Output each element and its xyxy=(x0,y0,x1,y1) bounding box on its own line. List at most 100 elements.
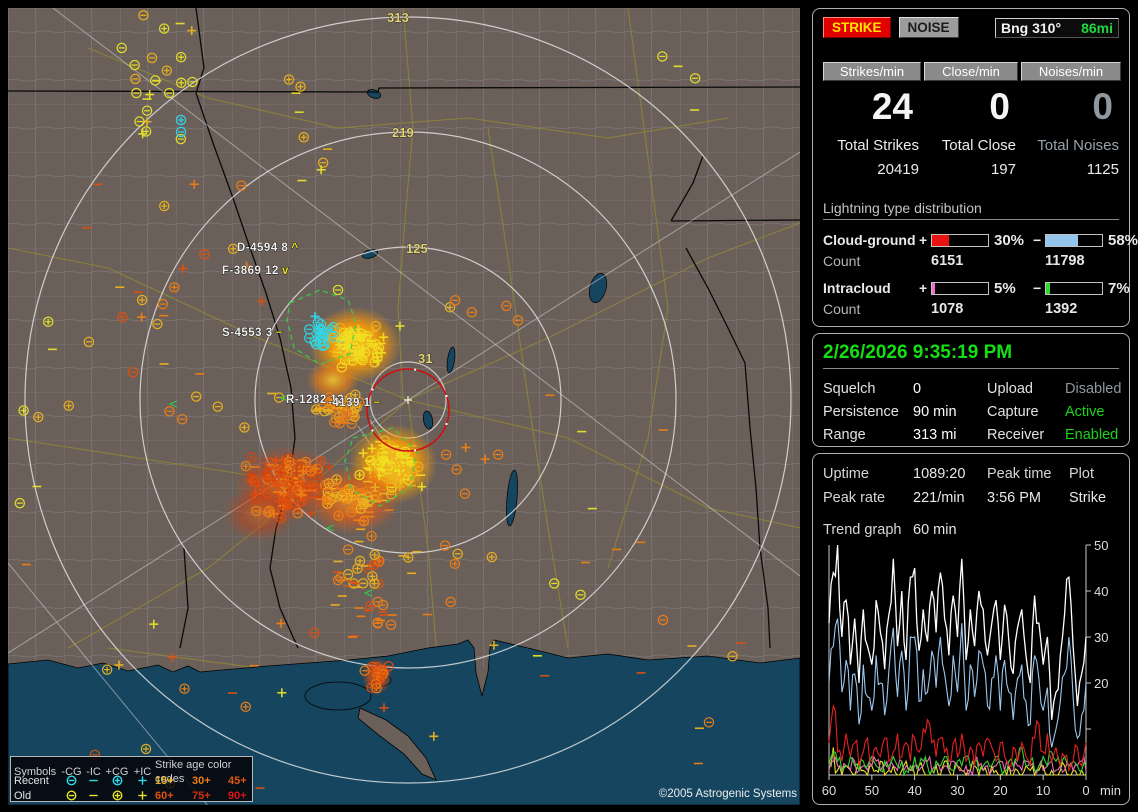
svg-text:313: 313 xyxy=(387,10,409,25)
peak-time-label: Peak time xyxy=(987,466,1052,482)
cg-plus-bar xyxy=(931,233,989,247)
cloud-ground-row: Cloud-ground + 30% − 58% xyxy=(823,230,1138,250)
svg-text:0: 0 xyxy=(1082,783,1089,798)
age-60: 60+ xyxy=(155,789,174,802)
cg-minus-bar xyxy=(1045,233,1103,247)
svg-text:10: 10 xyxy=(1036,783,1050,798)
ic-minus-bar xyxy=(1045,281,1103,295)
total-noises-value: 1125 xyxy=(1086,161,1119,178)
legend-age-header: Strike age color codes xyxy=(155,759,232,785)
rate-columns: Strikes/min 24 Total Strikes 20419 Close… xyxy=(823,62,1121,178)
upload-status: Disabled xyxy=(1065,381,1122,397)
svg-text:30: 30 xyxy=(1094,630,1108,645)
receiver-status: Enabled xyxy=(1065,427,1119,443)
trend-window-value: 60 min xyxy=(913,522,957,538)
plus-sign: + xyxy=(919,232,928,248)
trend-box: Uptime 1089:20 Peak time Plot Peak rate … xyxy=(812,453,1130,805)
cg-plus-percent: 30% xyxy=(994,231,1025,249)
strikes-per-min-value: 24 xyxy=(871,86,913,127)
minus-sign: − xyxy=(1033,232,1042,248)
intracloud-row: Intracloud + 5% − 7% xyxy=(823,278,1130,298)
datetime-display: 2/26/2026 9:35:19 PM xyxy=(823,342,1119,369)
legend-old-row: Old 60+ 75+ 90+ xyxy=(14,788,261,803)
legend-recent-label: Recent xyxy=(14,774,49,787)
cg-minus-count: 11798 xyxy=(1045,253,1085,269)
plus-sign: + xyxy=(919,280,928,296)
noises-rate-column: Noises/min 0 Total Noises 1125 xyxy=(1021,62,1121,178)
uptime-grid: Uptime 1089:20 Peak time Plot Peak rate … xyxy=(823,466,1119,506)
recent-ic-pos-icon xyxy=(130,774,155,787)
legend-header-row: Symbols -CG -IC +CG +IC Strike age color… xyxy=(14,758,261,785)
bearing-value: Bng 310° xyxy=(1001,19,1062,36)
cell-outlines xyxy=(168,289,418,597)
noises-per-min-value: 0 xyxy=(1092,86,1113,127)
map-area[interactable]: 313 219 125 31 D-4594 8 ^ F-3869 12 v S-4553 3− R… xyxy=(8,8,800,805)
svg-text:R-1282 12: R-1282 12 xyxy=(286,394,344,406)
bearing-distance: 86mi xyxy=(1081,19,1113,36)
ic-plus-bar xyxy=(931,281,989,295)
intracloud-count-row: Count 1078 1392 xyxy=(823,298,1119,320)
legend-ic-pos-header: +IC xyxy=(133,766,152,778)
ic-minus-percent: 7% xyxy=(1108,279,1130,297)
legend-recent-row: Recent 15+ 30+ 45+ xyxy=(14,773,261,788)
trend-header: Trend graph 60 min xyxy=(823,522,1119,538)
total-strikes-value: 20419 xyxy=(877,161,919,178)
trend-series-cloud-ground-positive xyxy=(828,703,1087,773)
plot-value: Strike xyxy=(1069,490,1107,506)
total-strikes-label: Total Strikes xyxy=(837,137,919,154)
cg-count-label: Count xyxy=(823,253,861,269)
trend-graph-label: Trend graph xyxy=(823,522,902,538)
cloud-ground-count-row: Count 6151 11798 xyxy=(823,250,1119,272)
total-close-label: Total Close xyxy=(941,137,1016,154)
recent-cg-pos-icon xyxy=(104,774,130,787)
svg-text:20: 20 xyxy=(1094,676,1108,691)
settings-grid: Squelch 0 Upload Disabled Persistence 90… xyxy=(823,381,1122,443)
peak-rate-label: Peak rate xyxy=(823,490,886,506)
close-per-min-button[interactable]: Close/min xyxy=(924,62,1018,81)
recent-cg-neg-icon xyxy=(60,774,83,787)
state-borders xyxy=(8,8,800,649)
side-panel: STRIKE NOISE Bng 310° 86mi Strikes/min 2… xyxy=(812,0,1138,812)
noise-mode-button[interactable]: NOISE xyxy=(898,17,959,38)
trend-graph: 50 40 30 20 60 50 40 30 20 10 0 min xyxy=(822,538,1121,798)
upload-label: Upload xyxy=(987,381,1033,397)
strike-mode-button[interactable]: STRIKE xyxy=(823,17,891,38)
svg-text:125: 125 xyxy=(406,241,428,256)
old-ic-pos-icon xyxy=(130,789,155,802)
ic-minus-count: 1392 xyxy=(1045,301,1078,317)
age-45: 45+ xyxy=(228,774,247,787)
persistence-label: Persistence xyxy=(823,404,899,420)
noises-per-min-button[interactable]: Noises/min xyxy=(1021,62,1121,81)
trend-series-total-strikes xyxy=(828,544,1087,720)
age-30: 30+ xyxy=(192,774,211,787)
uptime-label: Uptime xyxy=(823,466,869,482)
strikes-rate-column: Strikes/min 24 Total Strikes 20419 xyxy=(823,62,921,178)
close-rate-column: Close/min 0 Total Close 197 xyxy=(924,62,1018,178)
svg-text:D-4594 8^: D-4594 8 ^ xyxy=(237,242,299,254)
station-marker xyxy=(404,396,412,404)
squelch-value: 0 xyxy=(913,381,922,397)
ic-plus-percent: 5% xyxy=(994,279,1016,297)
copyright-text: ©2005 Astrogenic Systems xyxy=(658,788,797,800)
svg-text:40: 40 xyxy=(907,783,921,798)
ic-count-label: Count xyxy=(823,301,861,317)
strike-stats-box: STRIKE NOISE Bng 310° 86mi Strikes/min 2… xyxy=(812,8,1138,327)
storm-map[interactable]: 313 219 125 31 D-4594 8 ^ F-3869 12 v S-4553 3 − R… xyxy=(8,8,800,805)
cg-minus-percent: 58% xyxy=(1108,231,1138,249)
cloud-ground-label: Cloud-ground xyxy=(823,232,916,248)
strikes-per-min-button[interactable]: Strikes/min xyxy=(823,62,921,81)
alarm-ring xyxy=(366,368,450,452)
range-label: Range xyxy=(823,427,866,443)
peak-time-value: 3:56 PM xyxy=(987,490,1041,506)
total-noises-label: Total Noises xyxy=(1037,137,1119,154)
svg-text:60: 60 xyxy=(822,783,836,798)
svg-text:50: 50 xyxy=(1094,538,1108,553)
svg-text:219: 219 xyxy=(392,125,414,140)
capture-status: Active xyxy=(1065,404,1105,420)
intracloud-label: Intracloud xyxy=(823,280,891,296)
old-cg-pos-icon xyxy=(104,789,130,802)
mode-toolbar: STRIKE NOISE Bng 310° 86mi xyxy=(823,17,1119,38)
svg-text:31: 31 xyxy=(418,351,432,366)
minus-sign: − xyxy=(1033,280,1042,296)
age-75: 75+ xyxy=(192,789,211,802)
